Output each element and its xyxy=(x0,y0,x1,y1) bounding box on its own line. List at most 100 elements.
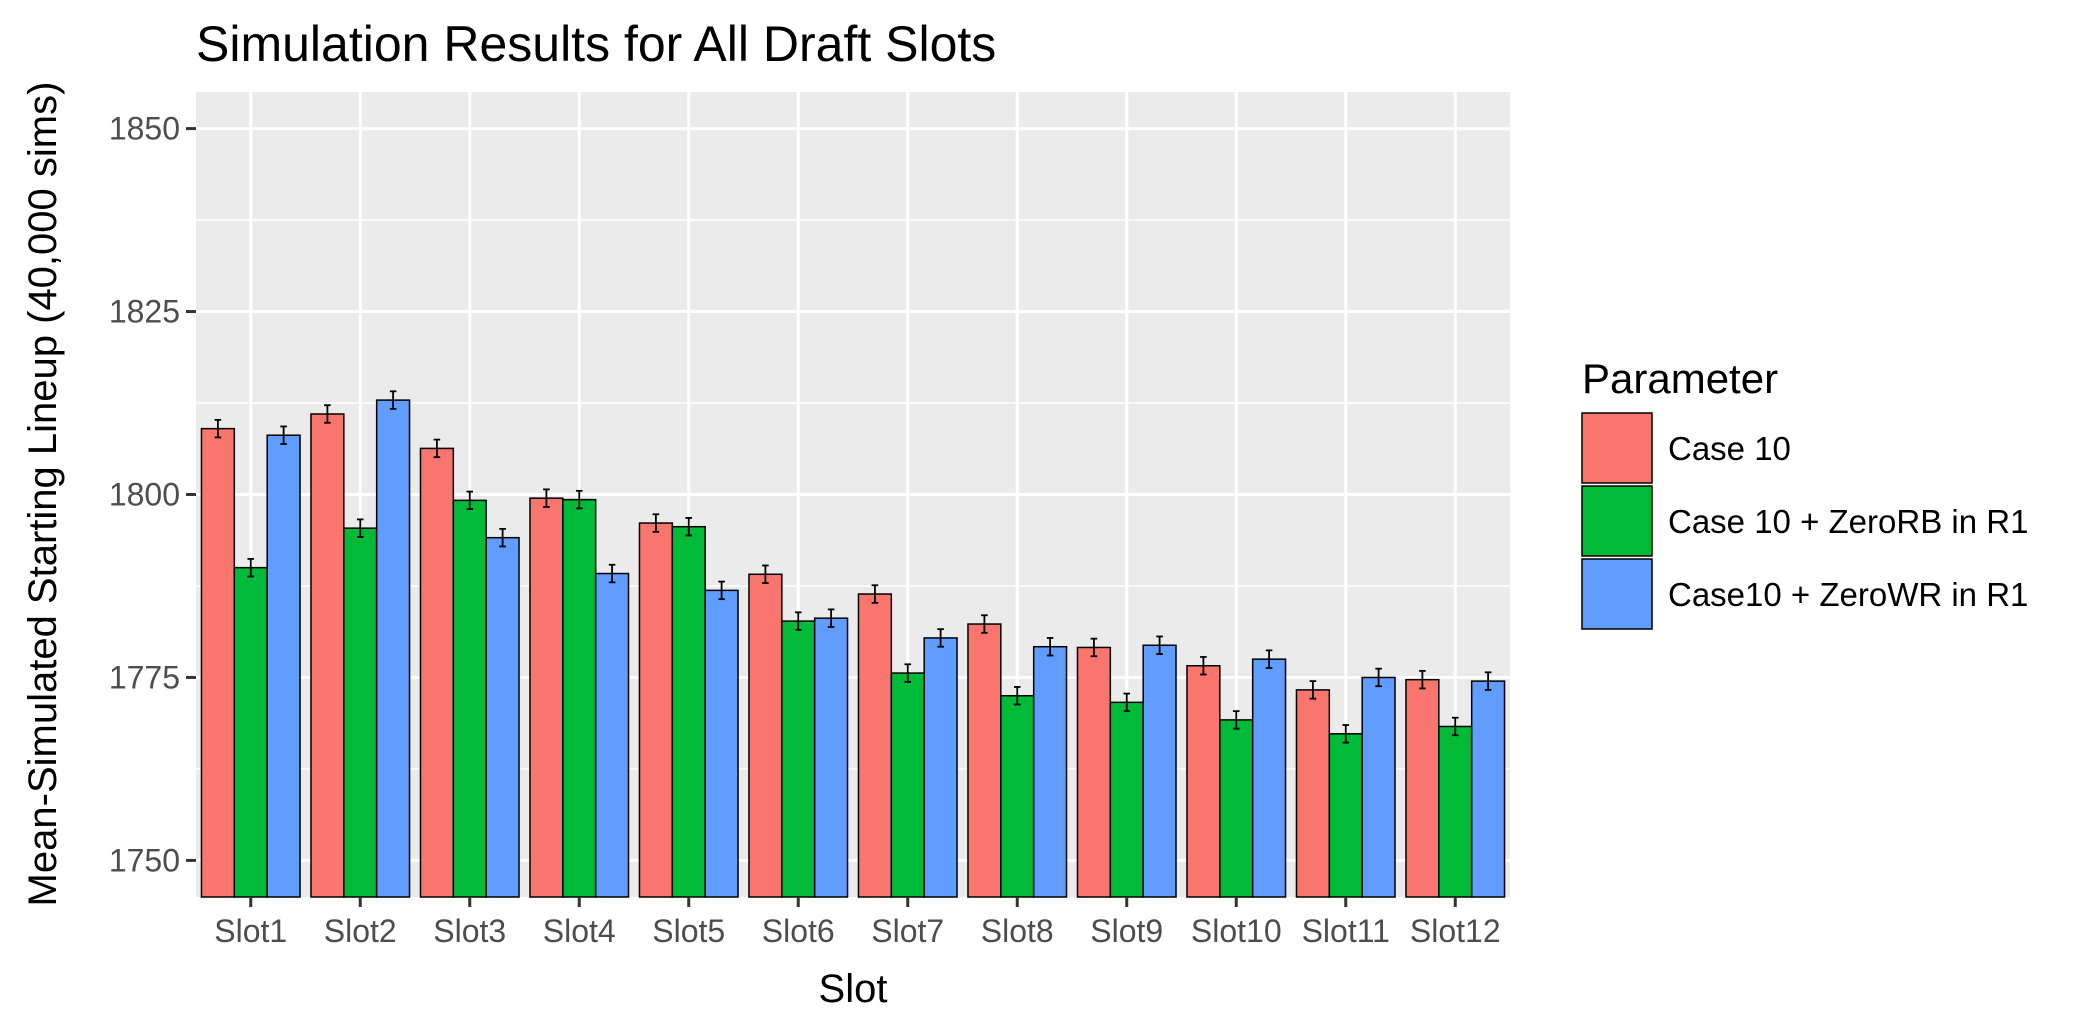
y-tick-label: 1775 xyxy=(109,659,180,695)
y-tick-label: 1800 xyxy=(109,477,180,513)
bar xyxy=(1219,719,1254,898)
x-tick-label: Slot11 xyxy=(1302,913,1390,949)
error-bar xyxy=(718,580,725,601)
legend-label: Case 10 + ZeroRB in R1 xyxy=(1668,503,2028,540)
x-tick-label: Slot7 xyxy=(871,913,944,949)
bar xyxy=(857,593,893,898)
bar xyxy=(1076,646,1112,898)
y-axis-title: Mean-Simulated Starting Lineup (40,000 s… xyxy=(21,82,65,907)
bar xyxy=(704,589,739,898)
y-tick-label: 1850 xyxy=(109,111,180,147)
x-axis: Slot1 Slot2 Slot3 Slot4 Slot5 Slot6 Slot7 Slot8… xyxy=(214,897,1501,949)
error-bar xyxy=(904,663,912,683)
x-tick-label: Slot10 xyxy=(1191,913,1282,949)
x-tick-label: Slot12 xyxy=(1410,913,1501,949)
error-bar xyxy=(981,614,988,634)
error-bar xyxy=(1090,637,1098,658)
x-tick-label: Slot3 xyxy=(433,913,506,949)
error-bar xyxy=(433,438,441,459)
bar xyxy=(1000,695,1035,898)
error-bar xyxy=(1046,637,1054,657)
bar xyxy=(1295,689,1331,898)
error-bar xyxy=(1013,686,1021,706)
bar xyxy=(529,497,564,898)
error-bar xyxy=(652,513,660,533)
error-bar xyxy=(1484,671,1492,691)
bar xyxy=(594,572,630,898)
error-bar xyxy=(1375,667,1382,688)
y-tick-label: 1750 xyxy=(109,842,180,878)
bar xyxy=(1470,680,1506,898)
legend-swatch xyxy=(1581,412,1653,484)
error-bar xyxy=(466,490,474,511)
x-tick-label: Slot1 xyxy=(214,913,287,949)
error-bar xyxy=(575,489,583,510)
bar xyxy=(1109,701,1144,898)
bar xyxy=(562,498,597,898)
bar xyxy=(813,617,849,898)
bar xyxy=(1361,676,1396,898)
error-bar xyxy=(324,404,331,424)
bar xyxy=(1142,644,1177,898)
bars xyxy=(200,390,1506,898)
bar xyxy=(1328,733,1363,898)
error-bar xyxy=(1232,710,1240,730)
bar xyxy=(233,566,268,898)
error-bar xyxy=(1342,724,1350,744)
bar xyxy=(967,623,1002,898)
bar xyxy=(1438,725,1473,898)
error-bar xyxy=(1265,649,1273,669)
x-tick-label: Slot6 xyxy=(762,913,835,949)
bar xyxy=(638,522,674,898)
error-bar xyxy=(871,584,879,604)
x-tick-label: Slot2 xyxy=(324,913,397,949)
x-tick-label: Slot4 xyxy=(543,913,616,949)
x-axis-title: Slot xyxy=(819,967,888,1011)
error-bar xyxy=(937,628,944,648)
bar xyxy=(1186,664,1221,898)
x-tick-label: Slot5 xyxy=(652,913,725,949)
bar xyxy=(419,447,455,898)
legend: Parameter Case 10 Case 10 + ZeroRB in R1 C… xyxy=(1581,355,2028,630)
error-bar xyxy=(1309,680,1317,700)
bar xyxy=(200,427,236,898)
bar xyxy=(923,637,958,898)
bar xyxy=(1032,645,1068,898)
legend-title: Parameter xyxy=(1582,355,1778,402)
bar xyxy=(343,527,378,898)
bar xyxy=(310,413,345,898)
bar xyxy=(890,672,925,898)
error-bar xyxy=(1156,635,1163,655)
error-bar xyxy=(1200,656,1207,676)
error-bar xyxy=(685,517,693,537)
error-bar xyxy=(543,488,550,508)
bar xyxy=(485,536,520,898)
error-bar xyxy=(794,611,802,631)
error-bar xyxy=(499,527,506,548)
legend-label: Case10 + ZeroWR in R1 xyxy=(1668,576,2028,613)
bar xyxy=(671,525,706,898)
bar xyxy=(266,434,301,898)
bar xyxy=(781,620,816,898)
error-bar xyxy=(608,563,616,584)
error-bar xyxy=(356,518,364,538)
x-tick-label: Slot8 xyxy=(981,913,1054,949)
legend-swatch xyxy=(1581,485,1653,557)
chart-title: Simulation Results for All Draft Slots xyxy=(196,16,996,72)
error-bar xyxy=(762,564,769,584)
error-bar xyxy=(1419,669,1426,690)
bar xyxy=(1405,678,1440,898)
bar xyxy=(375,399,411,898)
error-bar xyxy=(389,390,397,410)
error-bar xyxy=(1123,692,1131,713)
error-bar xyxy=(247,558,255,578)
error-bar xyxy=(214,418,222,439)
legend-swatch xyxy=(1581,558,1653,630)
error-bar xyxy=(827,608,835,628)
error-bar xyxy=(280,425,287,445)
bar xyxy=(1251,658,1287,898)
y-axis: 1750 1775 1800 1825 1850 xyxy=(109,111,196,878)
y-tick-label: 1825 xyxy=(109,294,180,330)
bar xyxy=(748,573,783,898)
